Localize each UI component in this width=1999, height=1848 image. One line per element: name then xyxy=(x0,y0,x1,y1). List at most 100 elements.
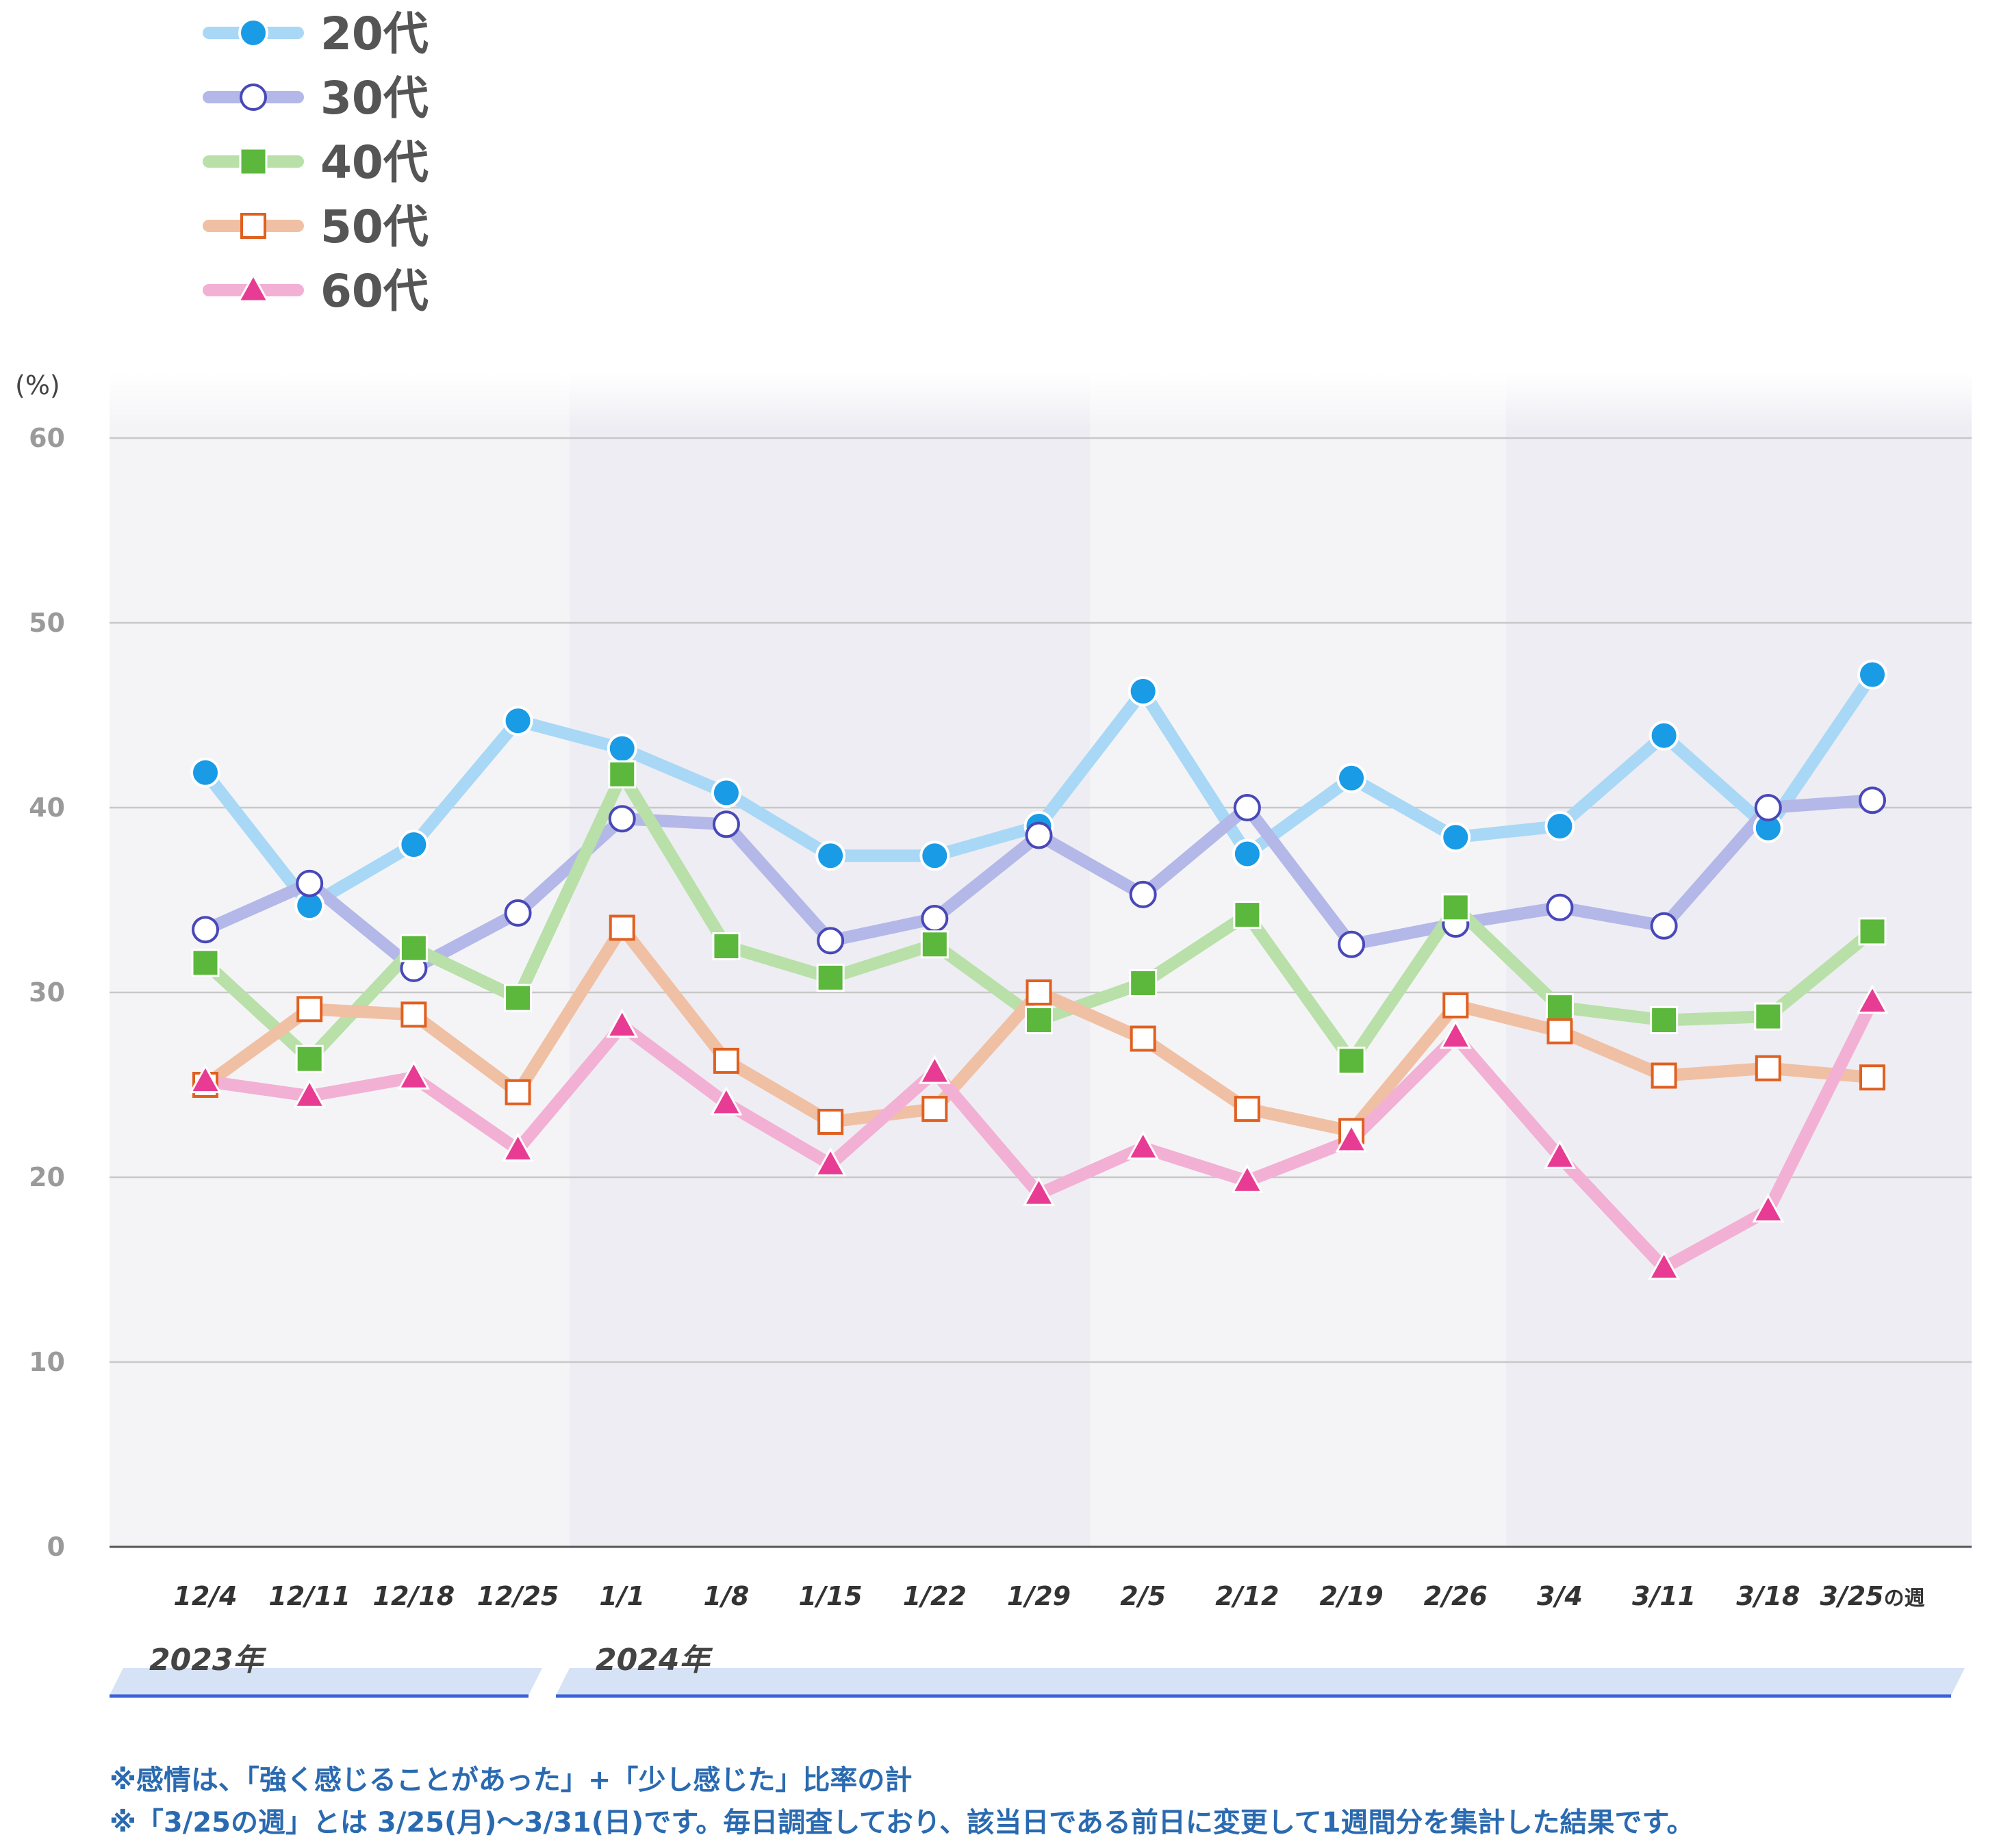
data-point xyxy=(293,1079,326,1108)
data-point xyxy=(921,905,949,932)
data-point xyxy=(504,984,533,1012)
data-point xyxy=(1439,1019,1472,1049)
legend-marker xyxy=(240,84,267,111)
data-point xyxy=(713,1047,739,1074)
data-point xyxy=(191,949,220,977)
x-tick-label: 1/8 xyxy=(704,1581,750,1611)
data-point xyxy=(502,706,533,736)
year-band xyxy=(556,1668,1965,1695)
legend-marker xyxy=(239,147,268,176)
data-point xyxy=(296,996,323,1023)
year-band xyxy=(110,1668,542,1695)
y-tick-label: 0 xyxy=(47,1532,65,1562)
data-point xyxy=(400,1001,427,1028)
plot-band xyxy=(110,373,570,1547)
x-tick-label: 12/11 xyxy=(268,1581,351,1611)
plot-band xyxy=(1506,373,1972,1547)
data-point xyxy=(1650,1006,1679,1034)
data-point xyxy=(1755,1055,1781,1081)
data-point xyxy=(1651,1062,1677,1089)
x-tick-label: 3/25の週 xyxy=(1820,1581,1924,1611)
data-point xyxy=(1233,794,1261,821)
data-point xyxy=(815,840,846,871)
x-tick-label: 3/18 xyxy=(1736,1581,1800,1611)
data-point xyxy=(504,899,532,927)
note-line-1: ※感情は、「強く感じることがあった」+「少し感じた」比率の計 xyxy=(110,1764,913,1796)
data-point xyxy=(608,805,636,833)
year-label: 2023年 xyxy=(149,1643,266,1678)
data-point xyxy=(1543,1140,1576,1169)
y-tick-label: 50 xyxy=(29,608,65,638)
data-point xyxy=(1025,821,1053,849)
legend-marker xyxy=(237,272,270,303)
plot-band xyxy=(1090,373,1506,1547)
data-point xyxy=(817,927,845,955)
y-axis-ticks: 0 10 20 30 40 50 60 xyxy=(29,423,65,1562)
plot-band xyxy=(570,373,1090,1547)
data-point xyxy=(1859,786,1886,814)
data-point xyxy=(399,934,428,962)
data-point xyxy=(1441,893,1470,922)
data-point xyxy=(920,930,949,959)
x-tick-label: 3/4 xyxy=(1537,1581,1583,1611)
gridlines xyxy=(110,437,1972,1548)
data-point xyxy=(1544,811,1575,841)
data-point xyxy=(1335,1122,1368,1153)
x-tick-label: 12/18 xyxy=(373,1581,455,1611)
data-point xyxy=(296,869,324,897)
data-point xyxy=(1231,1164,1264,1193)
y-tick-label: 20 xyxy=(29,1162,65,1192)
legend-label: 40代 xyxy=(320,136,429,189)
data-point xyxy=(190,757,220,788)
data-point xyxy=(1440,822,1471,853)
x-tick-label: 2/12 xyxy=(1215,1581,1279,1611)
data-point xyxy=(1754,794,1782,821)
data-point xyxy=(1233,901,1262,929)
legend-marker xyxy=(238,18,268,48)
data-point xyxy=(814,1146,847,1177)
x-tick-label: 1/1 xyxy=(599,1581,645,1611)
data-point xyxy=(1859,1064,1885,1091)
x-tick-label: 12/25 xyxy=(477,1581,559,1611)
legend-marker xyxy=(240,213,266,239)
data-point xyxy=(502,1132,535,1162)
data-point xyxy=(189,1064,222,1094)
data-point xyxy=(1337,1047,1366,1075)
data-point xyxy=(1338,930,1366,958)
data-point xyxy=(1856,984,1889,1014)
legend-label: 30代 xyxy=(320,72,429,125)
data-point xyxy=(711,778,741,808)
x-tick-label: 1/15 xyxy=(799,1581,863,1611)
data-point xyxy=(1442,992,1469,1018)
legend-label: 60代 xyxy=(320,265,429,318)
data-point xyxy=(816,963,845,992)
x-axis-ticks: 12/4 12/11 12/18 12/25 1/1 1/8 1/15 1/22 1/29 2/5… xyxy=(173,1581,1924,1611)
year-bands: 2023年 2024年 xyxy=(110,1643,1965,1698)
data-point xyxy=(1546,893,1574,921)
data-point xyxy=(710,1086,743,1116)
data-point xyxy=(1650,912,1678,940)
x-tick-label: 1/22 xyxy=(903,1581,967,1611)
data-point xyxy=(1232,838,1262,869)
x-tick-label: 3/11 xyxy=(1632,1581,1696,1611)
data-point xyxy=(1754,1002,1783,1031)
data-point xyxy=(1858,917,1887,946)
data-point xyxy=(1336,762,1367,793)
data-point xyxy=(1022,1177,1056,1206)
data-point xyxy=(505,1079,531,1105)
data-point xyxy=(397,1060,430,1090)
data-point xyxy=(1130,1025,1156,1052)
data-point xyxy=(817,1109,844,1135)
legend: 20代 30代 40代 50代 60代 xyxy=(203,8,429,318)
x-tick-suffix: の週 xyxy=(1884,1587,1925,1610)
data-point xyxy=(1648,1250,1681,1280)
data-point xyxy=(192,916,219,944)
y-tick-label: 40 xyxy=(29,793,65,823)
data-point xyxy=(921,1096,948,1122)
data-point xyxy=(1648,720,1679,751)
data-point xyxy=(1545,993,1574,1022)
data-point xyxy=(295,1044,324,1073)
plot-background xyxy=(110,373,1972,1547)
data-point xyxy=(609,914,635,941)
